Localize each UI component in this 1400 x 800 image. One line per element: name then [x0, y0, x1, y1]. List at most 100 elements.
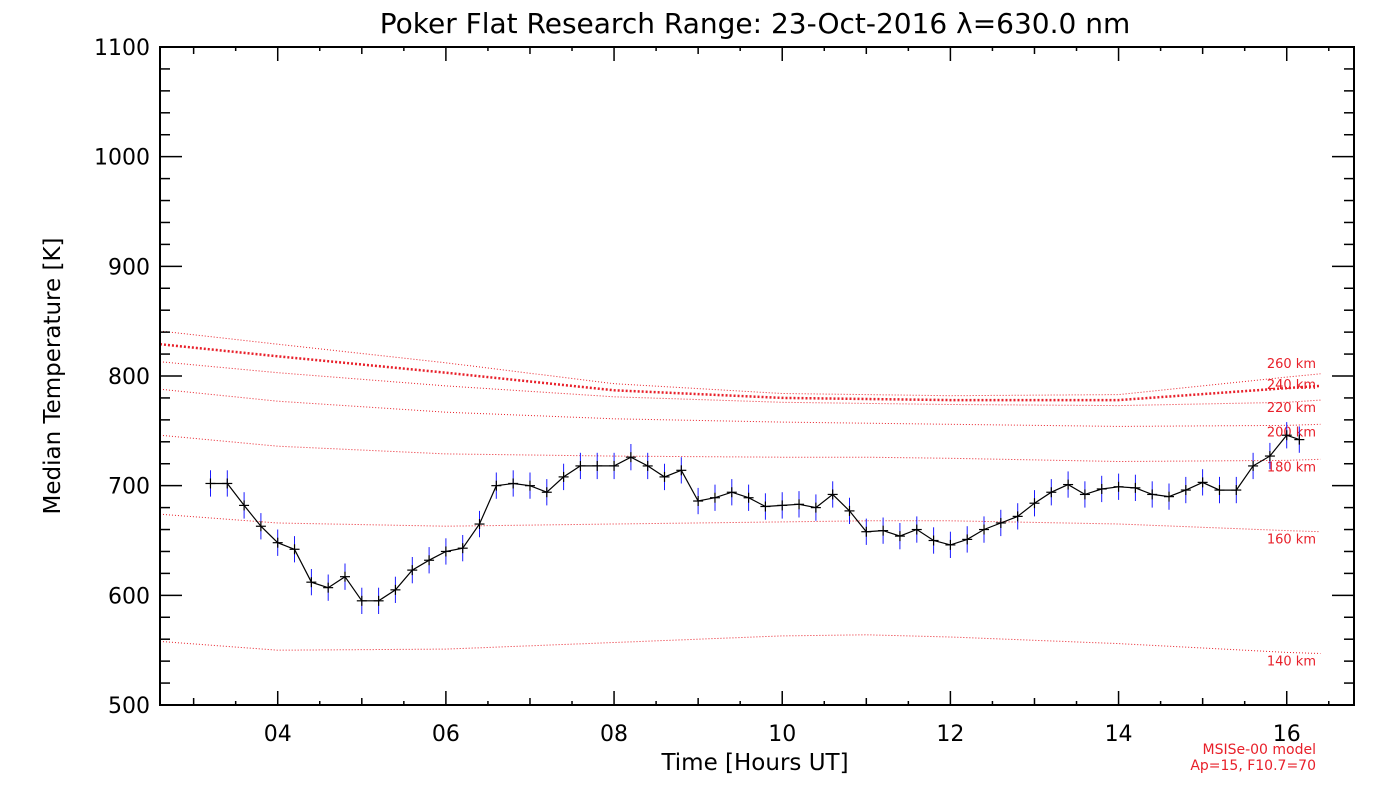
x-tick-label: 08: [600, 722, 628, 747]
model-name: MSISe-00 model: [1202, 742, 1316, 758]
data-point: [1164, 491, 1175, 502]
y-axis-label: Median Temperature [K]: [40, 238, 66, 515]
data-point: [1264, 451, 1275, 462]
data-point: [810, 502, 821, 513]
model-curve-labels: 140 km 160 km 180 km 200 km 220 km 240 km 260 …: [1267, 357, 1316, 670]
data-point: [945, 539, 956, 550]
data-point: [777, 500, 788, 511]
model-curve-label: 180 km: [1267, 460, 1316, 475]
data-point: [255, 521, 266, 532]
data-point: [1180, 485, 1191, 496]
data-point: [625, 452, 636, 463]
x-tick-label: 14: [1105, 722, 1133, 747]
model-params: Ap=15, F10.7=70: [1190, 758, 1316, 774]
data-point: [541, 487, 552, 498]
data-point: [1113, 481, 1124, 492]
data-point: [306, 577, 317, 588]
data-point: [1063, 479, 1074, 490]
observed-series: [205, 430, 1305, 606]
data-point: [1214, 485, 1225, 496]
y-tick-label: 700: [108, 475, 150, 500]
data-point: [878, 525, 889, 536]
model-curve-140-km: [159, 634, 1321, 654]
y-tick-label: 800: [108, 365, 150, 390]
model-curve-200-km: [159, 388, 1321, 427]
x-axis-ticks: 04 06 08 10 12 14 16: [192, 47, 1330, 747]
observed-line: [210, 434, 1300, 602]
model-curve-label: 200 km: [1267, 425, 1316, 440]
y-tick-label: 900: [108, 255, 150, 280]
data-point: [390, 584, 401, 595]
data-point: [726, 487, 737, 498]
data-point: [272, 537, 283, 548]
data-point: [508, 478, 519, 489]
y-tick-label: 1000: [94, 146, 150, 171]
data-point: [894, 531, 905, 542]
model-curve-260-km: [159, 330, 1321, 397]
data-point: [222, 478, 233, 489]
data-point: [1197, 477, 1208, 488]
data-point: [339, 571, 350, 582]
data-point: [474, 519, 485, 530]
data-point: [979, 524, 990, 535]
data-point: [911, 524, 922, 535]
model-curve-label: 140 km: [1267, 655, 1316, 670]
data-point: [861, 526, 872, 537]
data-point: [794, 499, 805, 510]
data-point: [424, 555, 435, 566]
y-axis-ticks: 500 600 700 800 900 1000 1100: [94, 36, 1354, 719]
data-point: [407, 565, 418, 576]
data-point: [659, 471, 670, 482]
model-curve-label: 220 km: [1267, 401, 1316, 416]
data-point: [1029, 498, 1040, 509]
data-point: [962, 534, 973, 545]
data-point: [1012, 511, 1023, 522]
x-tick-label: 12: [936, 722, 964, 747]
data-point: [693, 496, 704, 507]
x-tick-label: 06: [432, 722, 460, 747]
data-point: [1130, 482, 1141, 493]
data-point: [1294, 434, 1305, 445]
model-curve-label: 260 km: [1267, 357, 1316, 372]
data-point: [524, 480, 535, 491]
y-tick-label: 600: [108, 584, 150, 609]
data-point: [457, 543, 468, 554]
model-curve-label: 160 km: [1267, 533, 1316, 548]
model-curve-160-km: [159, 513, 1321, 533]
data-point: [575, 460, 586, 471]
data-point: [1231, 485, 1242, 496]
data-point: [239, 500, 250, 511]
y-tick-label: 500: [108, 694, 150, 719]
model-curve-label: 240 km: [1267, 378, 1316, 393]
data-point: [743, 492, 754, 503]
data-point: [356, 595, 367, 606]
x-axis-label: Time [Hours UT]: [660, 750, 848, 776]
chart-title: Poker Flat Research Range: 23-Oct-2016 λ…: [380, 7, 1131, 40]
data-point: [1046, 487, 1057, 498]
data-point: [373, 595, 384, 606]
plot-frame: [159, 46, 1355, 706]
x-tick-label: 16: [1273, 722, 1301, 747]
data-point: [844, 505, 855, 516]
data-point: [995, 517, 1006, 528]
data-point: [1248, 460, 1259, 471]
data-point: [205, 478, 216, 489]
error-bars: [210, 422, 1300, 614]
x-tick-label: 10: [768, 722, 796, 747]
model-curve-240-km: [159, 342, 1321, 402]
data-point: [592, 460, 603, 471]
data-point: [1079, 489, 1090, 500]
data-point: [1281, 430, 1292, 441]
data-point: [827, 489, 838, 500]
model-curves: [159, 330, 1321, 654]
data-point: [323, 582, 334, 593]
data-point: [642, 460, 653, 471]
data-point: [558, 471, 569, 482]
model-curve-180-km: [159, 434, 1321, 463]
data-point: [676, 465, 687, 476]
data-point: [1096, 483, 1107, 494]
data-point: [928, 535, 939, 546]
data-point: [609, 460, 620, 471]
data-point: [1147, 489, 1158, 500]
